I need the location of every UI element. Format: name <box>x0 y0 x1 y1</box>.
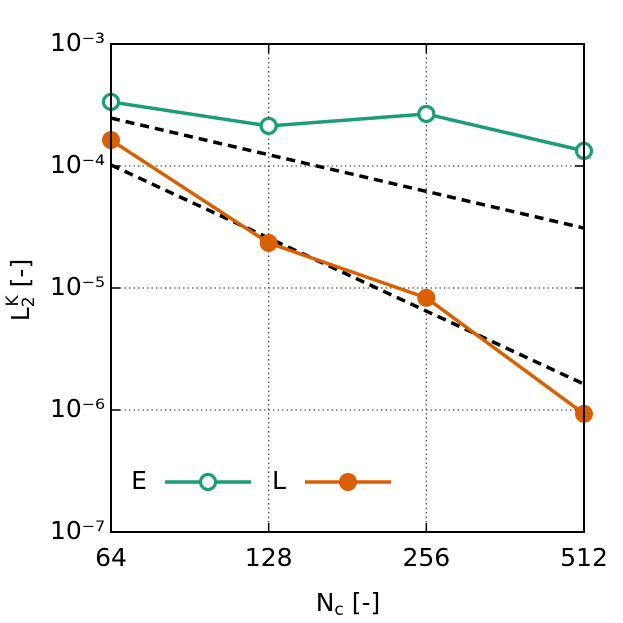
x-tick-label: 256 <box>402 543 450 572</box>
y-label-sub: 2 <box>19 296 39 307</box>
y-label-sup: K <box>3 294 23 306</box>
y-label-main: L <box>6 307 35 321</box>
series-line <box>110 100 585 153</box>
x-tick-label: 64 <box>95 543 127 572</box>
point <box>417 104 436 124</box>
legend-marker <box>339 473 357 491</box>
y-axis-label: L2K [-] <box>3 259 39 321</box>
y-tick-label: 10⁻³ <box>50 28 105 57</box>
legend-label: E <box>131 466 147 495</box>
y-tick-label: 10⁻⁶ <box>50 394 105 423</box>
y-tick-label: 10⁻⁷ <box>50 516 105 545</box>
x-label-rest: [-] <box>344 588 380 617</box>
legend-marker <box>198 472 218 492</box>
x-label-main: N <box>316 588 335 617</box>
y-label-rest: [-] <box>6 259 35 295</box>
point <box>259 233 278 252</box>
reference-line <box>110 116 585 230</box>
x-tick-label: 128 <box>245 543 293 572</box>
point <box>417 288 436 307</box>
x-tick-label: 512 <box>560 543 608 572</box>
y-tick-label: 10⁻⁵ <box>50 272 105 301</box>
point <box>259 116 278 136</box>
series-line <box>110 138 586 416</box>
plot-frame <box>110 43 585 533</box>
x-label-sub: c <box>334 600 343 620</box>
legend-label: L <box>272 466 286 495</box>
y-tick-label: 10⁻⁴ <box>50 150 105 179</box>
reference-line <box>110 163 585 386</box>
x-axis-label: Nc [-] <box>316 588 381 620</box>
